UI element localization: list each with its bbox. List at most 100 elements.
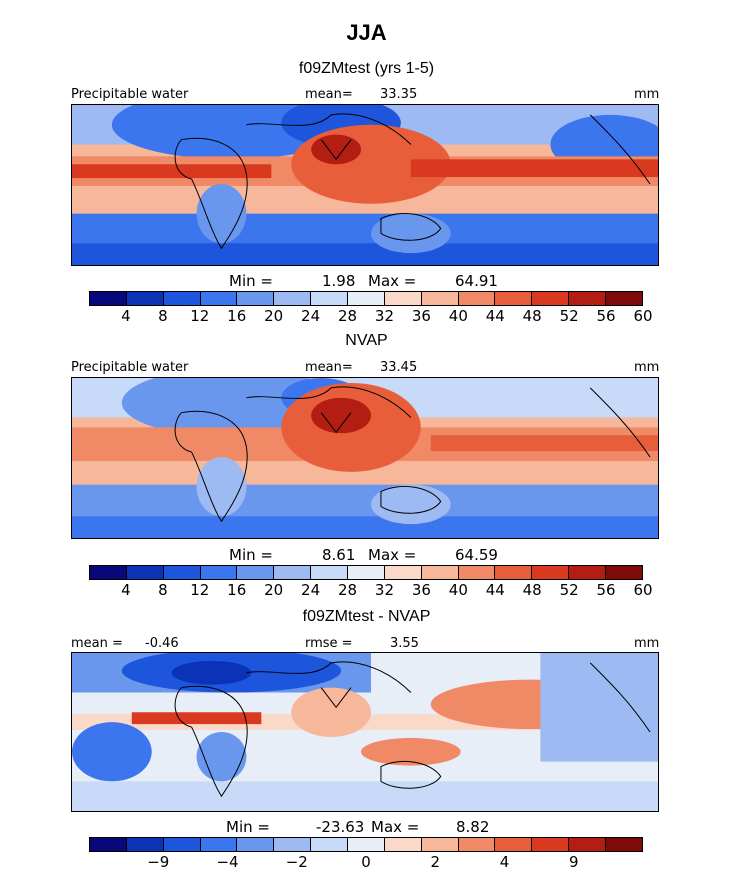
- colorbar-swatch: [495, 838, 533, 851]
- panel3-coast-africa: [174, 685, 248, 798]
- panel3-max-value: 8.82: [456, 818, 490, 836]
- panel3-coast-australia: [380, 760, 442, 789]
- colorbar-tick-label: 44: [485, 307, 505, 325]
- panel3-sahel-band: [131, 712, 262, 725]
- colorbar-tick-label: 8: [158, 581, 168, 599]
- colorbar-swatch: [569, 292, 607, 305]
- panel3-americas-negative: [540, 653, 658, 762]
- colorbar-swatch: [274, 566, 312, 579]
- colorbar-swatch: [163, 566, 201, 579]
- colorbar-tick-label: 28: [337, 307, 358, 325]
- colorbar-swatch: [569, 566, 607, 579]
- panel1-min-label: Min =: [229, 272, 273, 290]
- colorbar-swatch: [384, 566, 422, 579]
- colorbar-swatch: [311, 838, 349, 851]
- colorbar-tick-label: 4: [499, 853, 510, 871]
- panel1-variable-label: Precipitable water: [71, 87, 189, 102]
- panel1-coast-asia: [246, 113, 412, 161]
- colorbar-swatch: [495, 566, 533, 579]
- panel1-australia: [370, 213, 451, 254]
- colorbar-tick-label: 12: [190, 581, 210, 599]
- panel1-southern-ocean: [72, 243, 658, 265]
- colorbar-tick-label: 4: [121, 581, 131, 599]
- colorbar-swatch: [274, 292, 312, 305]
- panel2-min-value: 8.61: [322, 546, 356, 564]
- panel3-units: mm: [634, 636, 660, 651]
- panel3-southern-band: [72, 781, 658, 811]
- panel2-variable-label: Precipitable water: [71, 360, 189, 375]
- colorbar-swatch: [458, 838, 496, 851]
- panel2-title: NVAP: [345, 332, 388, 349]
- panel3-rmse-label: rmse =: [305, 636, 353, 651]
- panel2-max-value: 64.59: [455, 546, 498, 564]
- panel2-mean-label: mean=: [305, 360, 353, 375]
- panel1-max-label: Max =: [368, 272, 417, 290]
- panel2-coast-africa: [174, 410, 248, 523]
- panel2-coast-australia: [380, 485, 442, 514]
- panel1-coast-australia: [380, 212, 442, 241]
- colorbar-swatch: [421, 292, 459, 305]
- panel3-map: [71, 652, 659, 812]
- colorbar-swatch: [569, 838, 607, 851]
- panel2-coast-americas: [589, 387, 651, 458]
- colorbar-swatch: [348, 566, 385, 579]
- colorbar-swatch: [532, 292, 570, 305]
- panel2-min-label: Min =: [229, 546, 273, 564]
- colorbar-tick-label: 52: [559, 307, 579, 325]
- panel3-max-label: Max =: [371, 818, 420, 836]
- panel2-australia: [370, 484, 451, 525]
- panel2-mean-value: 33.45: [380, 360, 418, 375]
- colorbar-tick-label: 4: [121, 307, 131, 325]
- colorbar-tick-label: 48: [522, 581, 542, 599]
- panel3-colorbar: [89, 837, 643, 852]
- colorbar-swatch: [311, 566, 349, 579]
- panel1-units: mm: [634, 87, 660, 102]
- colorbar-swatch: [495, 292, 533, 305]
- panel3-central-asia-strong: [171, 660, 252, 685]
- colorbar-swatch: [237, 838, 275, 851]
- panel1-colorbar-ticks: 4 8 12 16 20 24 28 32 36 40 44 48 52 56 60: [89, 307, 652, 327]
- colorbar-tick-label: 48: [522, 307, 542, 325]
- colorbar-swatch: [458, 566, 496, 579]
- panel2-map: [71, 377, 659, 539]
- colorbar-tick-label: 2: [430, 853, 441, 871]
- panel2-southern-ocean: [72, 516, 658, 538]
- colorbar-tick-label: 9: [568, 853, 579, 871]
- panel1-south-africa: [196, 184, 247, 244]
- colorbar-swatch: [163, 292, 201, 305]
- colorbar-tick-label: 32: [374, 581, 394, 599]
- colorbar-swatch: [200, 838, 238, 851]
- colorbar-tick-label: 24: [301, 307, 321, 325]
- colorbar-tick-label: 36: [411, 581, 431, 599]
- colorbar-swatch: [606, 292, 642, 305]
- panel2-south-africa: [196, 457, 247, 517]
- colorbar-swatch: [348, 838, 385, 851]
- panel2-colorbar-ticks: 4 8 12 16 20 24 28 32 36 40 44 48 52 56 60: [89, 581, 652, 601]
- panel2-max-label: Max =: [368, 546, 417, 564]
- colorbar-swatch: [237, 566, 275, 579]
- panel1-map: [71, 104, 659, 266]
- colorbar-tick-label: 24: [301, 581, 321, 599]
- panel3-maritime-positive: [361, 737, 461, 766]
- panel1-coast-africa: [174, 137, 248, 250]
- colorbar-tick-label: 0: [361, 853, 371, 871]
- colorbar-swatch: [200, 566, 238, 579]
- colorbar-tick-label: 56: [596, 307, 616, 325]
- panel3-coast-americas: [589, 662, 651, 733]
- panel3-mean-value: -0.46: [145, 636, 179, 651]
- colorbar-swatch: [90, 566, 127, 579]
- panel3-title: f09ZMtest - NVAP: [302, 608, 431, 625]
- colorbar-swatch: [348, 292, 385, 305]
- panel1-pacific-band: [410, 159, 658, 178]
- colorbar-swatch: [458, 292, 496, 305]
- panel2-bay-bengal: [311, 397, 371, 434]
- colorbar-swatch: [126, 292, 164, 305]
- colorbar-swatch: [421, 566, 459, 579]
- panel1-max-value: 64.91: [455, 272, 498, 290]
- panel3-arabian-positive: [291, 687, 371, 737]
- colorbar-tick-label: 56: [596, 581, 616, 599]
- panel2-colorbar: [89, 565, 643, 580]
- colorbar-swatch: [274, 838, 312, 851]
- colorbar-swatch: [606, 838, 642, 851]
- colorbar-tick-label: 52: [559, 581, 579, 599]
